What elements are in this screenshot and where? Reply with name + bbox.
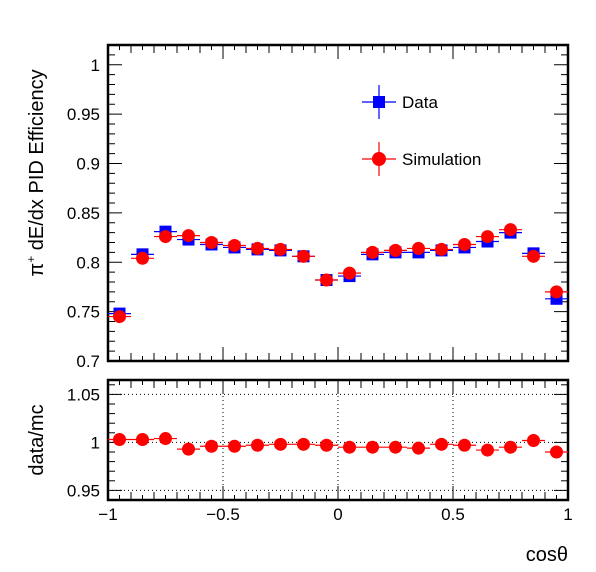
efficiency-simulation-point	[481, 230, 494, 244]
ratio-simulation-point	[320, 438, 333, 452]
efficiency-y-tick-label: 0.8	[76, 253, 100, 272]
efficiency-y-tick-label: 0.9	[76, 155, 100, 174]
efficiency-markers	[108, 223, 568, 324]
ratio-simulation-point	[504, 440, 517, 454]
ratio-simulation-point	[113, 433, 126, 447]
ratio-simulation-point	[136, 433, 149, 447]
efficiency-simulation-point	[550, 285, 563, 299]
ratio-simulation-point	[412, 441, 425, 455]
efficiency-simulation-point	[251, 241, 264, 255]
ratio-y-axis-title: data/mc	[26, 404, 48, 475]
ratio-ticks	[107, 380, 569, 501]
efficiency-simulation-point	[113, 310, 126, 324]
efficiency-simulation-point	[274, 242, 287, 256]
efficiency-ticks	[107, 44, 569, 362]
efficiency-simulation-point	[182, 229, 195, 243]
efficiency-y-tick-label: 0.7	[76, 352, 100, 371]
legend-entry-data: Data	[362, 85, 438, 119]
ratio-y-tick-label: 1	[91, 433, 100, 452]
efficiency-panel: 0.7 0.75 0.8 0.85 0.9 0.95 1 π+ dE/dx PID Effi…	[24, 43, 570, 371]
efficiency-simulation-point	[435, 242, 448, 256]
ratio-simulation-point	[205, 439, 218, 453]
ratio-simulation-point	[251, 438, 264, 452]
efficiency-simulation-point	[504, 223, 517, 237]
x-tick-label: 0.5	[441, 505, 465, 524]
x-tick-label: 1	[563, 505, 572, 524]
efficiency-simulation-point	[228, 238, 241, 252]
efficiency-simulation-point	[297, 249, 310, 263]
efficiency-simulation-point	[527, 249, 540, 263]
legend-label-simulation: Simulation	[402, 150, 481, 169]
efficiency-simulation-point	[412, 241, 425, 255]
ratio-simulation-point	[182, 442, 195, 456]
efficiency-simulation-point	[389, 243, 402, 257]
x-tick-label: 0	[333, 505, 342, 524]
efficiency-simulation-point	[366, 245, 379, 259]
legend-label-data: Data	[402, 93, 438, 112]
ratio-simulation-point	[389, 440, 402, 454]
ratio-y-tick-label: 0.95	[67, 481, 100, 500]
ratio-y-tick-label: 1.05	[67, 385, 100, 404]
legend-data-marker	[373, 96, 385, 108]
efficiency-simulation-point	[320, 273, 333, 287]
ratio-simulation-point	[435, 437, 448, 451]
ratio-simulation-point	[366, 440, 379, 454]
efficiency-simulation-point	[205, 236, 218, 249]
efficiency-y-tick-label: 0.95	[67, 105, 100, 124]
ratio-markers	[108, 432, 568, 459]
efficiency-simulation-point	[343, 266, 356, 280]
ratio-simulation-point	[527, 433, 540, 447]
ratio-simulation-point	[228, 439, 241, 453]
ratio-simulation-point	[297, 437, 310, 451]
efficiency-simulation-point	[159, 230, 172, 244]
ratio-simulation-point	[343, 440, 356, 454]
ratio-simulation-point	[274, 437, 287, 451]
efficiency-tick-labels: 0.7 0.75 0.8 0.85 0.9 0.95 1	[67, 56, 100, 371]
ratio-simulation-point	[159, 432, 172, 446]
legend: Data Simulation	[362, 85, 481, 176]
efficiency-plot-frame	[106, 43, 570, 363]
efficiency-simulation-point	[458, 237, 471, 251]
ratio-simulation-point	[481, 443, 494, 457]
ratio-panel: 0.95 1 1.05 −1 −0.5 0 0.5 1 data/mc cosθ	[26, 378, 573, 566]
ratio-grid	[108, 380, 568, 500]
efficiency-y-axis-title: π+ dE/dx PID Efficiency	[24, 69, 48, 276]
x-tick-label: −1	[98, 505, 117, 524]
efficiency-simulation-point	[136, 251, 149, 265]
x-axis-title: cosθ	[526, 544, 568, 566]
efficiency-y-tick-label: 1	[91, 56, 100, 75]
efficiency-y-tick-label: 0.75	[67, 303, 100, 322]
ratio-simulation-point	[550, 445, 563, 459]
ratio-simulation-point	[458, 438, 471, 452]
legend-entry-simulation: Simulation	[362, 142, 481, 176]
ratio-tick-labels: 0.95 1 1.05 −1 −0.5 0 0.5 1	[67, 385, 573, 524]
legend-simulation-marker	[372, 152, 386, 166]
x-tick-label: −0.5	[206, 505, 240, 524]
efficiency-y-tick-label: 0.85	[67, 204, 100, 223]
